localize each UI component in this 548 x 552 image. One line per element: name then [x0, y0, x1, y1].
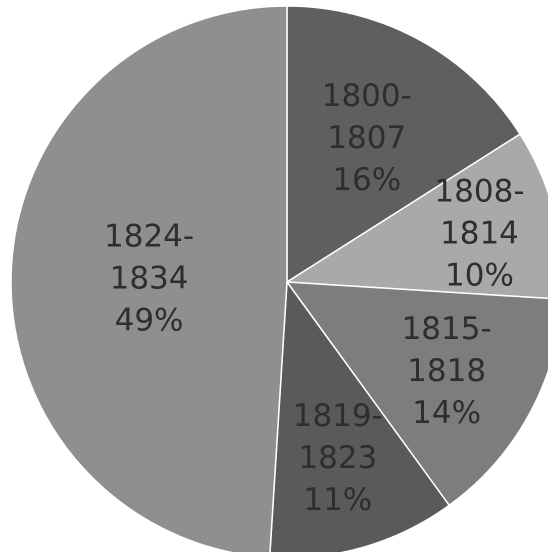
slice-range-label: 1808-: [434, 174, 524, 210]
slice-range-label: 1800-: [322, 78, 412, 114]
pie-slice-5: [10, 5, 288, 552]
slice-percent-label: 49%: [115, 303, 184, 339]
slice-percent-label: 10%: [445, 258, 514, 294]
slice-label-4: 1819- 1823 11%: [293, 398, 383, 518]
pie-slice-1: [286, 5, 522, 284]
slice-label-2: 1808- 1814 10%: [434, 174, 524, 294]
slice-label-3: 1815- 1818 14%: [402, 311, 492, 431]
slice-range-label: 1814: [440, 216, 519, 252]
pie-slice-2: [284, 133, 548, 300]
slice-range-label: 1819-: [293, 398, 383, 434]
slice-label-5: 1824- 1834 49%: [104, 219, 194, 339]
pie-slice-3: [285, 281, 548, 507]
pie-slices: [10, 5, 548, 552]
slice-percent-label: 11%: [303, 482, 372, 518]
slice-range-label: 1834: [110, 261, 189, 297]
slice-percent-label: 16%: [332, 162, 401, 198]
slice-range-label: 1824-: [104, 219, 194, 255]
slice-range-label: 1818: [407, 353, 486, 389]
pie-labels: 1800- 1807 16% 1808- 1814 10% 1815- 1818 14% 1819…: [104, 78, 525, 518]
slice-percent-label: 14%: [412, 395, 481, 431]
slice-label-1: 1800- 1807 16%: [322, 78, 412, 198]
slice-range-label: 1815-: [402, 311, 492, 347]
slice-range-label: 1823: [298, 440, 377, 476]
slice-range-label: 1807: [327, 120, 406, 156]
pie-slice-4: [269, 279, 451, 552]
